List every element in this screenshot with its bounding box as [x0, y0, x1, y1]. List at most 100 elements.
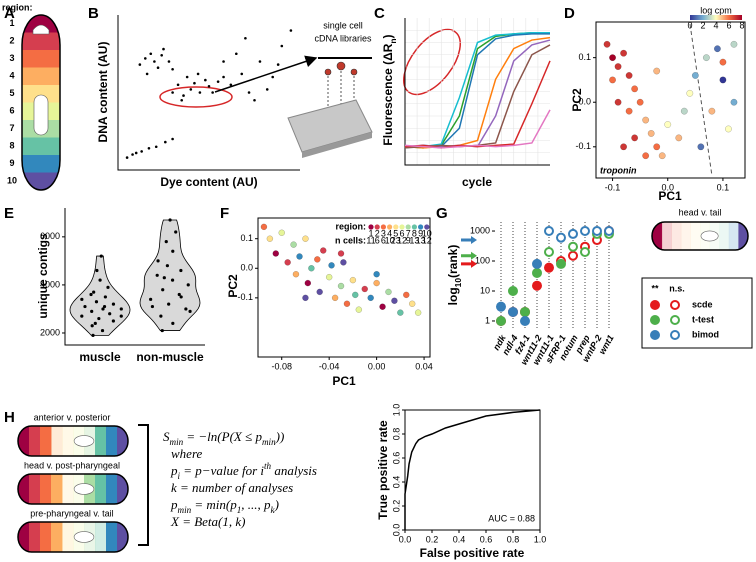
data-point	[592, 226, 602, 237]
data-point	[134, 151, 138, 155]
legend-label: region:	[336, 221, 367, 231]
y-tick-label: 1.0	[391, 404, 401, 417]
data-point	[532, 280, 542, 291]
worm-outline	[21, 14, 61, 191]
legend-label: bimod	[692, 329, 719, 339]
data-point	[160, 54, 163, 57]
data-point	[271, 75, 275, 79]
worm-band	[18, 426, 30, 456]
data-point	[314, 256, 321, 263]
worm-band	[62, 522, 74, 552]
y-axis-label: unique contigs	[36, 233, 50, 319]
data-point	[266, 235, 274, 242]
equation-line-part: ))	[275, 429, 285, 444]
arrow	[214, 55, 318, 93]
gate-ellipse	[159, 86, 233, 108]
data-point	[391, 297, 398, 305]
legend-swatch	[399, 224, 405, 230]
colorbar-tick-label: 4	[713, 20, 718, 30]
colorbar	[690, 15, 742, 20]
data-point	[568, 228, 578, 239]
data-point	[614, 63, 622, 71]
equation-line: pmin = min(p1, ..., pk)	[170, 497, 279, 515]
colorbar-tick-label: 8	[739, 20, 744, 30]
y-tick-label: 100	[475, 255, 490, 265]
data-point	[180, 98, 183, 102]
y-axis-label-part: Fluorescence (ΔR	[381, 43, 395, 145]
threshold-arrow	[461, 236, 477, 245]
legend-label: t-test	[692, 314, 714, 324]
legend-box	[641, 277, 753, 349]
equation-line-sub: i	[178, 471, 181, 481]
data-point	[144, 57, 147, 60]
worm-band	[117, 426, 129, 456]
data-point	[609, 76, 617, 84]
data-point	[379, 303, 386, 310]
data-point	[319, 247, 327, 254]
data-point	[568, 250, 578, 261]
data-point	[131, 153, 134, 156]
threshold-arrow	[461, 251, 477, 260]
data-point	[103, 295, 107, 299]
data-point	[186, 283, 190, 287]
y-axis-label-part: )	[381, 34, 395, 38]
x-axis-label: cycle	[462, 175, 492, 189]
data-point	[174, 230, 178, 234]
legend-n-cells: 13	[409, 235, 419, 245]
legend-n-cells: 6	[375, 235, 380, 245]
data-point	[642, 152, 650, 160]
data-point	[647, 129, 655, 137]
data-point	[278, 229, 285, 237]
legend-region: 10	[422, 228, 432, 238]
data-point	[155, 273, 159, 277]
legend-swatch	[418, 224, 424, 230]
x-axis-label: Dye content (AU)	[160, 175, 257, 189]
tube-lines	[327, 71, 355, 112]
panel-letter: G	[436, 205, 448, 222]
y-tick-label: 0.0	[391, 524, 401, 537]
data-point	[161, 288, 165, 292]
legend-hollow	[670, 330, 680, 340]
data-point	[211, 91, 214, 94]
data-point	[98, 278, 102, 282]
colorbar-title: log cpm	[700, 5, 732, 15]
data-point	[80, 297, 84, 301]
equation-line-sub: min	[178, 505, 192, 515]
y-tick-label: 10	[480, 285, 490, 295]
equation-line-sub: min	[170, 437, 184, 447]
worm-band	[51, 474, 63, 504]
x-tick-label: 0.2	[426, 534, 439, 544]
y-tick-label: 0.6	[391, 452, 401, 465]
data-point	[182, 94, 185, 97]
chart: -0.08 -0.04 0.00 0.04 -0.1 0.0 0.1 PC1 PC2 region…	[226, 217, 433, 388]
eyes	[32, 24, 50, 35]
panel-letter: C	[374, 5, 385, 22]
data-point	[724, 125, 732, 133]
x-tick-label: 0.6	[480, 534, 493, 544]
y-tick-label: 0.8	[391, 428, 401, 441]
legend-swatch	[411, 224, 417, 230]
data-point	[620, 49, 628, 57]
legend-region: 8	[412, 228, 417, 238]
legend-n-cells: 12	[397, 235, 407, 245]
data-point	[408, 300, 416, 308]
worm	[17, 521, 129, 553]
equation-line: pi = p−value for ith analysis	[170, 461, 317, 481]
data-point	[631, 85, 639, 93]
data-point	[100, 328, 105, 333]
worm-band	[95, 426, 107, 456]
y-tick-label: 1000	[470, 225, 490, 235]
worm-band	[51, 522, 63, 552]
region-number: 1	[9, 18, 14, 28]
data-point	[730, 98, 738, 106]
data-point	[171, 321, 175, 325]
data-point	[188, 309, 192, 313]
data-point	[216, 80, 220, 83]
y-axis-label: log10(rank)	[446, 245, 463, 306]
data-point	[289, 29, 293, 32]
legend-n-cells: 13	[416, 235, 426, 245]
data-point	[91, 333, 95, 337]
worm-band	[62, 426, 74, 456]
legend-region: 3	[381, 228, 386, 238]
data-point	[414, 309, 422, 316]
